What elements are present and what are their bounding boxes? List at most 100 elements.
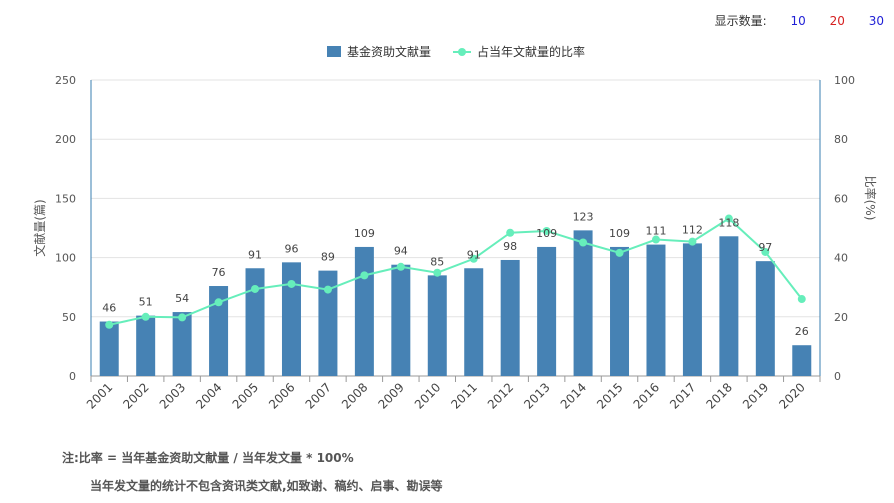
- bar[interactable]: [464, 268, 484, 376]
- bar-data-label: 97: [758, 241, 772, 254]
- bar[interactable]: [682, 243, 702, 376]
- bar-data-label: 123: [573, 210, 594, 223]
- bar[interactable]: [573, 230, 593, 376]
- combo-chart: 基金资助文献量 占当年文献量的比率 0 50 100 150 200 250 0 20 40 6…: [32, 44, 878, 412]
- x-tick-label: 2011: [448, 380, 479, 411]
- display-count-label: 显示数量:: [714, 14, 767, 28]
- y2-axis-ticks: 0 20 40 60 80 100: [834, 74, 855, 383]
- bar-data-label: 91: [248, 248, 262, 261]
- bar[interactable]: [610, 246, 630, 376]
- y2-tick-label: 80: [834, 133, 848, 146]
- x-tick-label: 2007: [303, 380, 334, 411]
- display-count-option-30[interactable]: 30: [868, 14, 884, 28]
- bar-data-label: 26: [795, 325, 809, 338]
- x-tick-label: 2014: [558, 380, 589, 411]
- chart-notes: 注:比率 = 当年基金资助文献量 / 当年发文量 * 100% 当年发文量的统计…: [62, 444, 443, 500]
- bar-data-label: 94: [394, 245, 408, 258]
- y-axis-title: 文献量(篇): [32, 199, 47, 256]
- ratio-point[interactable]: [651, 235, 660, 244]
- ratio-point[interactable]: [214, 298, 223, 307]
- bar-data-label: 46: [102, 302, 116, 315]
- y-tick-label: 50: [62, 311, 76, 324]
- bar[interactable]: [646, 244, 666, 376]
- x-tick-label: 2003: [157, 380, 188, 411]
- legend-bar-swatch[interactable]: [327, 46, 341, 57]
- ratio-point[interactable]: [251, 284, 260, 293]
- ratio-point[interactable]: [105, 320, 114, 329]
- x-tick-label: 2005: [230, 380, 261, 411]
- y-tick-label: 250: [55, 74, 76, 87]
- x-tick-label: 2006: [266, 380, 297, 411]
- ratio-point[interactable]: [287, 279, 296, 288]
- x-tick-label: 2009: [375, 380, 406, 411]
- bar[interactable]: [427, 275, 447, 376]
- ratio-point[interactable]: [141, 312, 150, 321]
- y-tick-label: 200: [55, 133, 76, 146]
- ratio-point[interactable]: [469, 254, 478, 263]
- ratio-point[interactable]: [724, 214, 733, 223]
- ratio-point[interactable]: [542, 226, 551, 235]
- ratio-point[interactable]: [579, 238, 588, 247]
- ratio-point[interactable]: [761, 247, 770, 256]
- legend-bar-label[interactable]: 基金资助文献量: [347, 44, 431, 59]
- ratio-point[interactable]: [506, 228, 515, 237]
- bar-data-label: 98: [503, 240, 517, 253]
- ratio-point[interactable]: [433, 268, 442, 277]
- bar[interactable]: [318, 270, 338, 376]
- bar[interactable]: [136, 315, 156, 376]
- y2-tick-label: 100: [834, 74, 855, 87]
- x-tick-label: 2020: [776, 380, 807, 411]
- bar[interactable]: [537, 246, 557, 376]
- ratio-point[interactable]: [396, 262, 405, 271]
- ratio-line: [109, 217, 803, 326]
- bar-series: [99, 230, 812, 376]
- bar[interactable]: [792, 345, 812, 376]
- bar[interactable]: [354, 246, 374, 376]
- x-axis-ticks: 2001 2002 2003 2004 2005 2006 2007 2008 2009 2010…: [84, 380, 808, 411]
- x-tick-label: 2012: [485, 380, 516, 411]
- bar[interactable]: [281, 262, 301, 376]
- display-count-selector: 显示数量: 10 20 30: [715, 12, 884, 29]
- legend-line-label[interactable]: 占当年文献量的比率: [477, 44, 585, 59]
- ratio-point[interactable]: [178, 313, 187, 322]
- bar[interactable]: [500, 259, 520, 376]
- legend-line-marker[interactable]: [458, 48, 466, 56]
- x-tick-label: 2016: [631, 380, 662, 411]
- ratio-point[interactable]: [797, 295, 806, 304]
- ratio-point[interactable]: [360, 271, 369, 280]
- y-tick-label: 0: [69, 370, 76, 383]
- display-count-option-20[interactable]: 20: [829, 14, 845, 28]
- bar[interactable]: [755, 261, 775, 376]
- bar[interactable]: [245, 268, 265, 376]
- note-exclusion: 当年发文量的统计不包含资讯类文献,如致谢、稿约、启事、勘误等: [90, 479, 443, 493]
- bar[interactable]: [172, 312, 192, 376]
- chart-legend[interactable]: 基金资助文献量 占当年文献量的比率: [327, 44, 585, 59]
- bar-data-label: 96: [284, 242, 298, 255]
- bar[interactable]: [719, 236, 739, 376]
- x-tick-label: 2001: [84, 380, 115, 411]
- note-ratio-formula: 注:比率 = 当年基金资助文献量 / 当年发文量 * 100%: [62, 451, 354, 465]
- bar[interactable]: [209, 286, 229, 376]
- bar[interactable]: [391, 264, 411, 376]
- bar-data-label: 109: [609, 227, 630, 240]
- x-tick-label: 2008: [339, 380, 370, 411]
- ratio-point[interactable]: [615, 248, 624, 257]
- bar-data-label: 91: [467, 248, 481, 261]
- grid-lines: [91, 79, 820, 318]
- x-tick-label: 2004: [193, 380, 224, 411]
- x-tick-label: 2013: [521, 380, 552, 411]
- y2-tick-label: 60: [834, 192, 848, 205]
- bar-data-label: 118: [718, 216, 739, 229]
- x-tick-label: 2019: [740, 380, 771, 411]
- bar-data-label: 54: [175, 292, 189, 305]
- display-count-option-10[interactable]: 10: [790, 14, 806, 28]
- y2-tick-label: 20: [834, 311, 848, 324]
- bar[interactable]: [99, 321, 119, 376]
- ratio-point[interactable]: [688, 237, 697, 246]
- ratio-point[interactable]: [323, 285, 332, 294]
- x-tick-label: 2010: [412, 380, 443, 411]
- y-tick-label: 100: [55, 252, 76, 265]
- bar-data-label: 51: [139, 296, 153, 309]
- y2-axis-title: 比率(%): [863, 176, 878, 221]
- y2-tick-label: 40: [834, 252, 848, 265]
